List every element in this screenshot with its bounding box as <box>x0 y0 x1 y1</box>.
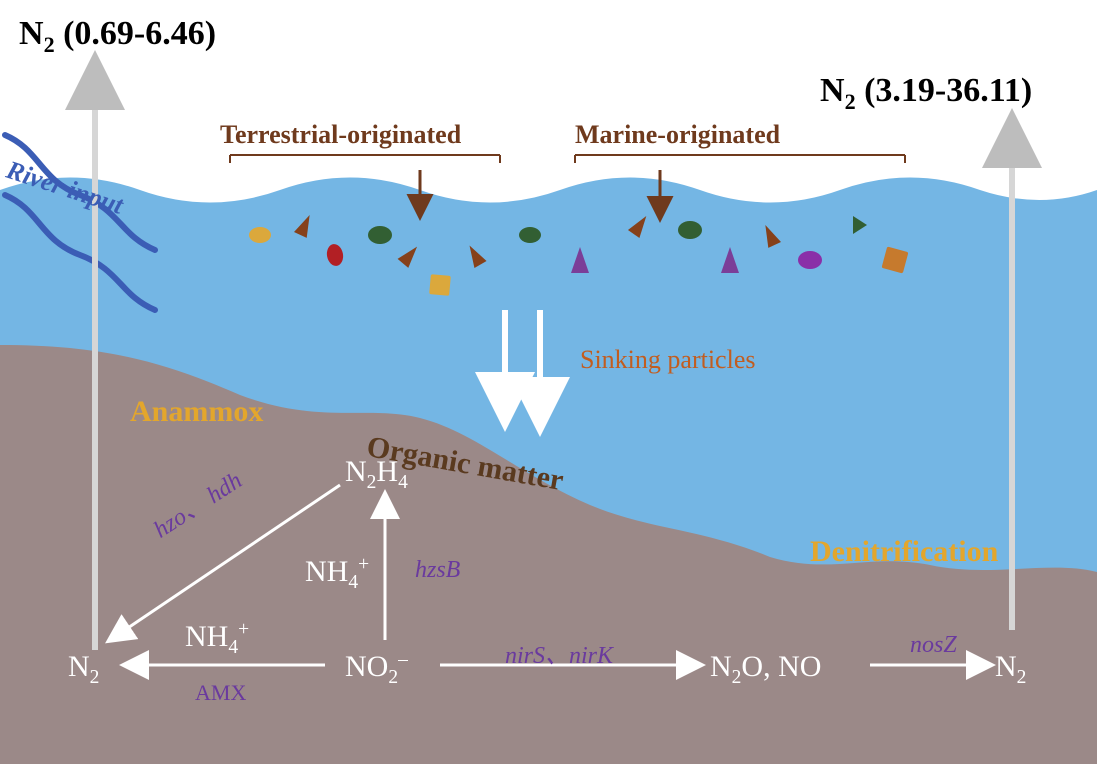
label-no2: NO2– <box>345 650 408 684</box>
label-terrestrial: Terrestrial-originated <box>220 120 461 150</box>
label-n2_left: N2 (0.69-6.46) <box>19 15 216 53</box>
particle-3 <box>368 226 392 244</box>
label-denitrification: Denitrification <box>810 535 998 569</box>
label-marine: Marine-originated <box>575 120 780 150</box>
label-hzsb: hzsB <box>415 557 460 584</box>
label-nh4_arrow_up: NH4+ <box>305 555 369 589</box>
particle-10 <box>678 221 702 239</box>
particle-5 <box>429 274 451 296</box>
label-n2_right: N2 (3.19-36.11) <box>820 72 1032 110</box>
label-amx: AMX <box>195 680 246 706</box>
label-n2o_no: N2O, NO <box>710 650 821 684</box>
particle-7 <box>519 227 541 243</box>
label-anammox: Anammox <box>130 395 263 429</box>
particle-0 <box>249 227 271 243</box>
label-nosz: nosZ <box>910 632 957 659</box>
label-sinking: Sinking particles <box>580 345 755 375</box>
label-n2_bottom_left: N2 <box>68 650 99 684</box>
nitrogen-cycle-diagram: N2 (0.69-6.46)N2 (3.19-36.11)River input… <box>0 0 1097 764</box>
label-nh4_bottom: NH4+ <box>185 620 249 654</box>
particle-13 <box>798 251 822 269</box>
label-n2_bottom_right: N2 <box>995 650 1026 684</box>
label-nirs_nirk: nirS、nirK <box>505 635 613 670</box>
label-n2h4: N2H4 <box>345 455 408 489</box>
